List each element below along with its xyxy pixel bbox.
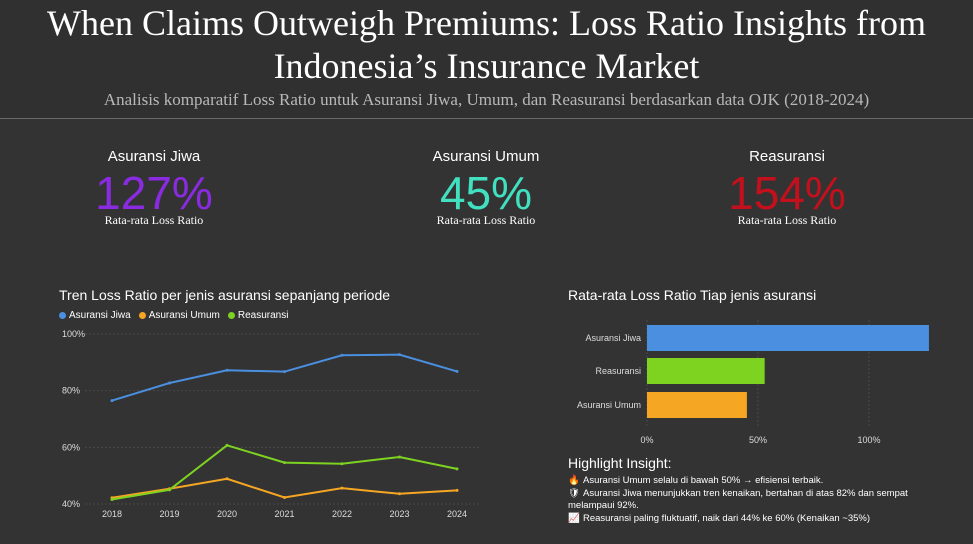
insight-text: Asuransi Umum selalu di bawah 50% → efis… [583,475,824,486]
data-point [398,353,401,357]
data-point [455,467,459,471]
kpi-value: 45% [439,167,533,219]
series-line [111,444,458,501]
kpi-subtitle: Rata-rata Loss Ratio [104,213,204,227]
data-point [225,368,229,372]
data-point [455,488,459,492]
data-point [110,399,114,403]
line-chart-title: Tren Loss Ratio per jenis asuransi sepan… [59,287,391,303]
kpi-value: 127% [95,167,213,219]
legend-label: Reasuransi [237,310,289,321]
data-point [340,353,344,357]
legend-item[interactable]: Reasuransi [227,310,289,321]
bar-chart: 0% 50% 100% Asuransi Jiwa Reasuransi Asuransi… [577,320,929,445]
chart-icon: 📈 [568,513,580,524]
kpi-subtitle: Rata-rata Loss Ratio [436,213,536,227]
x-tick-label: 2023 [389,509,409,519]
data-point [340,486,344,490]
x-tick-label: 2021 [274,509,294,519]
x-tick-label: 2024 [447,509,467,519]
insight-item: 🔥 Asuransi Umum selalu di bawah 50% → efi… [568,475,938,487]
page-subtitle: Analisis komparatif Loss Ratio untuk Asu… [103,90,870,109]
category-label: Asuransi Jiwa [585,333,641,343]
line-chart-legend: Asuransi Jiwa Asuransi Umum Reasuransi [59,310,288,321]
kpi-label: Asuransi Jiwa [107,148,201,165]
data-point [225,443,229,447]
x-tick-label: 0% [640,435,653,445]
kpi-card-asuransi-umum: Asuransi Umum 45% Rata-rata Loss Ratio [366,148,606,228]
legend-item[interactable]: Asuransi Jiwa [59,310,131,321]
bar [647,392,747,418]
data-point [283,370,286,374]
legend-dot [59,312,66,319]
data-point [398,492,401,496]
line-chart: 40% 60% 80% 100% 2018 2019 2020 2021 2022 2023 202… [62,329,480,519]
y-tick-label: 40% [62,499,80,509]
kpi-card-asuransi-jiwa: Asuransi Jiwa 127% Rata-rata Loss Ratio [34,148,274,228]
data-point [168,381,171,385]
data-point [398,455,401,459]
shield-icon: 🛡 [568,488,581,499]
bar [647,325,929,351]
x-tick-label: 2018 [102,509,122,519]
data-point [340,462,344,466]
series-line [111,477,458,499]
x-tick-label: 2019 [159,509,179,519]
header: When Claims Outweigh Premiums: Loss Rati… [0,0,973,119]
legend-label: Asuransi Umum [148,310,220,321]
legend-label: Asuransi Jiwa [69,310,131,321]
x-tick-label: 100% [857,435,880,445]
series-line [111,353,458,402]
x-tick-label: 2020 [217,509,237,519]
legend-item[interactable]: Asuransi Umum [138,310,220,321]
insight-text: Reasuransi paling fluktuatif, naik dari … [583,513,871,524]
data-point [283,461,286,465]
kpi-label: Reasuransi [749,148,825,165]
insight-text: Asuransi Jiwa menunjukkan tren kenaikan,… [568,488,908,511]
kpi-value: 154% [728,167,846,219]
legend-dot [138,312,146,319]
kpi-label: Asuransi Umum [432,148,540,165]
insight-item: 🛡 Asuransi Jiwa menunjukkan tren kenaikan… [568,488,938,512]
data-point [455,369,459,373]
bar-chart-title: Rata-rata Loss Ratio Tiap jenis asuransi [568,287,817,303]
legend-dot [227,312,235,319]
y-tick-label: 60% [62,442,80,452]
category-label: Asuransi Umum [577,400,641,410]
fire-icon: 🔥 [568,475,580,486]
page-title: When Claims Outweigh Premiums: Loss Rati… [47,3,926,86]
data-point [168,488,171,492]
x-tick-label: 50% [749,435,767,445]
kpi-subtitle: Rata-rata Loss Ratio [737,213,837,227]
bar [647,358,765,384]
insight-item: 📈 Reasuransi paling fluktuatif, naik dari… [568,513,938,525]
insight-title: Highlight Insight: [568,455,672,471]
data-point [283,495,286,499]
category-label: Reasuransi [595,366,641,376]
x-tick-label: 2022 [332,509,352,519]
data-point [225,477,229,481]
y-tick-label: 100% [62,329,85,339]
y-tick-label: 80% [62,386,80,396]
data-point [110,497,114,501]
kpi-card-reasuransi: Reasuransi 154% Rata-rata Loss Ratio [667,148,907,228]
